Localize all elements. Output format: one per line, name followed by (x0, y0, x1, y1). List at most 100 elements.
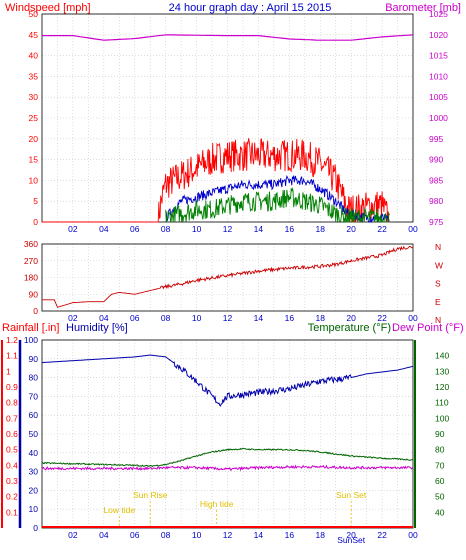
y-right-tick-label: 1000 (429, 113, 448, 123)
y-left-tick-label: 10 (29, 175, 39, 185)
y-left-tick-label: 0 (33, 306, 38, 316)
annotation-label: High tide (200, 499, 234, 509)
x-tick-label: 16 (285, 530, 295, 540)
y-left-tick-label: 20 (29, 134, 39, 144)
y-left-tick-label: 100 (24, 335, 38, 345)
y-right-tick-label: 70 (435, 460, 445, 470)
x-tick-label: 04 (99, 313, 109, 323)
y-right-tick-label: 40 (435, 507, 445, 517)
humidity-axis-label: Humidity [%] (66, 322, 128, 334)
x-tick-label: 06 (130, 313, 140, 323)
y-left-tick-label: 5 (33, 196, 38, 206)
series-windspeed (42, 137, 390, 223)
annotation-label: Sun Set (336, 490, 367, 500)
series-wind-direction (42, 245, 414, 308)
y-right-tick-label: 1005 (429, 92, 448, 102)
x-tick-label: 00 (408, 313, 418, 323)
x-tick-label: 20 (346, 313, 356, 323)
x-tick-label: 20 (346, 224, 356, 234)
compass-label: N (435, 242, 441, 252)
x-tick-label: 12 (223, 224, 233, 234)
x-tick-label: 16 (285, 224, 295, 234)
y-right-tick-label: 990 (429, 155, 443, 165)
y-right-tick-label: 1010 (429, 71, 448, 81)
x-tick-label: 10 (192, 224, 202, 234)
series-humidity (41, 354, 414, 407)
y-right-tick-label: 140 (435, 351, 449, 361)
x-tick-label: 00 (408, 224, 418, 234)
annotation-label: Low tide (103, 505, 135, 515)
y-right-tick-label: 50 (435, 492, 445, 502)
x-tick-label: 22 (377, 530, 387, 540)
y-rain-tick-label: 1.1 (6, 351, 18, 361)
y-left-tick-label: 35 (29, 71, 39, 81)
y-left-tick-label: 60 (29, 410, 39, 420)
panel-frame (41, 13, 414, 223)
x-tick-label: 12 (223, 313, 233, 323)
graph-title: 24 hour graph day : April 15 2015 (169, 2, 332, 14)
x-tick-label: 08 (161, 530, 171, 540)
temperature-axis-label: Temperature (°F) (308, 322, 391, 334)
x-tick-label: 16 (285, 313, 295, 323)
x-tick-label: 18 (316, 313, 326, 323)
y-rain-tick-label: 0.9 (6, 382, 18, 392)
x-tick-label: 10 (192, 530, 202, 540)
x-tick-label: 06 (130, 224, 140, 234)
x-tick-label: 06 (130, 530, 140, 540)
x-tick-label: 08 (161, 313, 171, 323)
y-left-tick-label: 45 (29, 30, 39, 40)
y-left-tick-label: 70 (29, 391, 39, 401)
y-left-tick-label: 40 (29, 448, 39, 458)
y-left-tick-label: 40 (29, 51, 39, 61)
x-tick-label: 22 (377, 224, 387, 234)
x-tick-label: 18 (316, 224, 326, 234)
x-tick-label: 14 (254, 224, 264, 234)
y-left-tick-label: 270 (24, 256, 38, 266)
y-right-tick-label: 985 (429, 175, 443, 185)
y-right-tick-label: 60 (435, 476, 445, 486)
x-tick-label: 14 (254, 530, 264, 540)
rainfall-axis-label: Rainfall [.in] (2, 322, 59, 334)
y-left-tick-label: 20 (29, 485, 39, 495)
y-rain-tick-label: 1.2 (6, 335, 18, 345)
y-rain-tick-label: 0.7 (6, 413, 18, 423)
series-dewpoint (41, 464, 414, 472)
compass-label: S (435, 279, 441, 289)
x-tick-label: 04 (99, 530, 109, 540)
y-left-tick-label: 30 (29, 467, 39, 477)
y-right-tick-label: 1025 (429, 9, 448, 19)
x-tick-label: 22 (377, 313, 387, 323)
barometer-axis-label: Barometer [mb] (385, 2, 461, 14)
x-tick-label: 04 (99, 224, 109, 234)
y-right-tick-label: 120 (435, 382, 449, 392)
x-tick-label: 00 (408, 530, 418, 540)
y-right-tick-label: 80 (435, 445, 445, 455)
compass-label: N (435, 315, 441, 325)
y-right-tick-label: 1020 (429, 30, 448, 40)
annotation-label: Sun Rise (133, 490, 168, 500)
y-left-tick-label: 30 (29, 92, 39, 102)
y-left-tick-label: 15 (29, 155, 39, 165)
y-left-tick-label: 80 (29, 373, 39, 383)
series-gust_low (165, 187, 390, 223)
y-right-tick-label: 100 (435, 413, 449, 423)
panel-frame (41, 243, 414, 312)
y-left-tick-label: 25 (29, 113, 39, 123)
x-tick-label: 14 (254, 313, 264, 323)
y-rain-tick-label: 0.2 (6, 492, 18, 502)
series-temperature (41, 447, 414, 468)
x-tick-label: 08 (161, 224, 171, 234)
windspeed-axis-label: Windspeed [mph] (5, 2, 91, 14)
y-rain-tick-label: 0.1 (6, 507, 18, 517)
y-rain-tick-label: 0.3 (6, 476, 18, 486)
dewpoint-axis-label: Dew Point (°F) (392, 322, 464, 334)
y-left-tick-label: 180 (24, 273, 38, 283)
y-rain-tick-label: 0.5 (6, 445, 18, 455)
compass-label: W (435, 260, 443, 270)
y-right-tick-label: 130 (435, 366, 449, 376)
compass-label: E (435, 297, 441, 307)
y-rain-tick-label: 0.4 (6, 460, 18, 470)
y-right-tick-label: 995 (429, 134, 443, 144)
y-left-tick-label: 10 (29, 504, 39, 514)
